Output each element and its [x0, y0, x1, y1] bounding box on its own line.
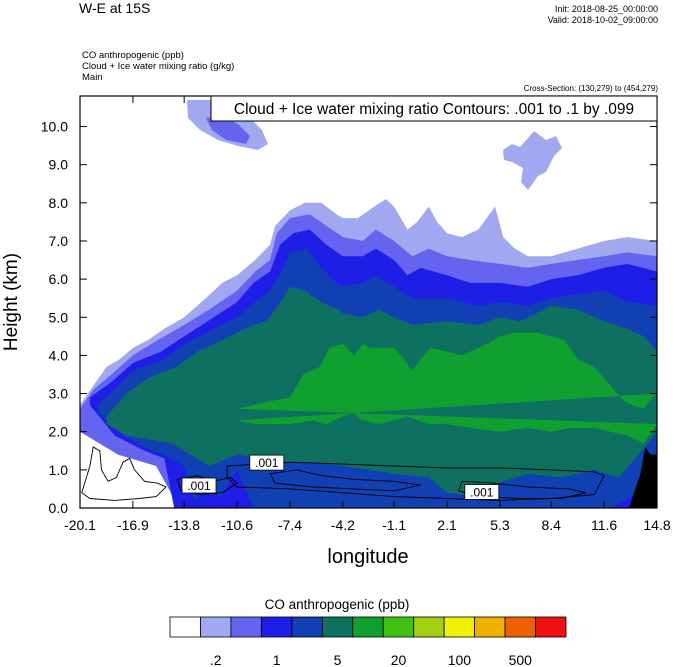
- x-tick-label: -10.6: [221, 517, 253, 533]
- colorbar-swatch: [321, 616, 354, 638]
- x-tick-label: -13.8: [168, 517, 200, 533]
- colorbar-label: 5: [334, 652, 342, 667]
- upper-pale-patch-east: [503, 131, 562, 190]
- variable-label-cloud: Cloud + Ice water mixing ratio (g/kg): [82, 61, 235, 72]
- colorbar-swatch: [352, 616, 384, 638]
- y-tick-label: 5.0: [49, 309, 69, 325]
- contour-label: .001: [187, 479, 211, 493]
- y-tick-label: 3.0: [49, 386, 69, 402]
- cloud-contour-west: [81, 446, 167, 501]
- x-tick-label: 8.4: [541, 517, 561, 533]
- variable-label-main: Main: [82, 72, 103, 83]
- variable-label-co: CO anthropogenic (ppb): [82, 50, 184, 61]
- colorbar-label: .2: [210, 652, 222, 667]
- colorbar-swatch: [504, 616, 536, 638]
- colorbar-title: CO anthropogenic (ppb): [264, 597, 410, 612]
- y-tick-label: 1.0: [49, 462, 69, 478]
- x-tick-label: 2.1: [437, 517, 457, 533]
- y-tick-label: 8.0: [49, 195, 69, 211]
- colorbar-swatch: [291, 616, 323, 638]
- x-tick-label: 5.3: [490, 517, 510, 533]
- valid-time: Valid: 2018-10-02_09:00:00: [547, 15, 658, 25]
- colorbar-label: 500: [509, 652, 533, 667]
- upper-level-patches: [187, 100, 562, 190]
- contour-label-box: [249, 454, 285, 471]
- cloud-contour-east: [226, 461, 605, 501]
- colorbar-label: 100: [448, 652, 472, 667]
- x-tick-label: -7.4: [278, 517, 302, 533]
- colorbar-swatch: [169, 616, 201, 638]
- x-tick-label: 14.8: [643, 517, 670, 533]
- green-band: [237, 332, 657, 444]
- contour-label: .001: [470, 486, 494, 500]
- colorbar: .2 1 5 20 100 500: [169, 616, 567, 667]
- init-time: Init: 2018-08-25_00:00:00: [554, 4, 658, 14]
- y-tick-label: 9.0: [49, 157, 69, 173]
- axes: -20.1 -16.9 -13.8 -10.6 -7.4 -4.2 -1.1 2.1 5.3 8.…: [41, 96, 671, 533]
- y-tick-label: 4.0: [49, 347, 69, 363]
- terrain: [628, 447, 657, 508]
- x-tick-label: 11.6: [591, 517, 617, 533]
- y-tick-label: 6.0: [49, 271, 69, 287]
- colorbar-swatch: [230, 616, 262, 638]
- y-tick-label: 2.0: [49, 424, 69, 440]
- contour-label-box: [181, 477, 217, 494]
- x-tick-label: -1.1: [382, 517, 406, 533]
- contour-label-box: [464, 484, 500, 500]
- y-tick-label: 7.0: [49, 233, 69, 249]
- upper-blue-patch: [206, 116, 250, 144]
- cloud-contour-inner: [269, 469, 421, 492]
- colorbar-swatch: [200, 616, 232, 638]
- cross-section-label: Cross-Section: (130,279) to (454,279): [523, 84, 658, 93]
- x-tick-label: -4.2: [331, 517, 355, 533]
- chart-title: W-E at 15S: [79, 0, 151, 16]
- x-tick-label: -16.9: [117, 517, 149, 533]
- colorbar-swatch: [535, 616, 567, 638]
- contour-info-text: Cloud + Ice water mixing ratio Contours:…: [234, 101, 634, 118]
- colorbar-swatch: [413, 616, 445, 638]
- colorbar-swatch: [443, 616, 476, 638]
- colorbar-swatch: [260, 616, 293, 638]
- filled-contours: [80, 199, 657, 508]
- contour-info-box: Cloud + Ice water mixing ratio Contours:…: [210, 95, 658, 122]
- x-axis-label: longitude: [327, 546, 408, 568]
- contour-label: .001: [255, 456, 279, 470]
- colorbar-swatch: [382, 616, 415, 638]
- y-tick-label: 10.0: [41, 119, 68, 135]
- colorbar-label: 20: [391, 652, 407, 667]
- colorbar-swatch: [474, 616, 506, 638]
- y-axis-label: Height (km): [1, 253, 22, 351]
- contour-labels: .001 .001 .001: [181, 454, 500, 500]
- colorbar-label: 1: [273, 652, 281, 667]
- x-tick-label: -20.1: [64, 517, 96, 533]
- y-tick-label: 0.0: [49, 500, 69, 516]
